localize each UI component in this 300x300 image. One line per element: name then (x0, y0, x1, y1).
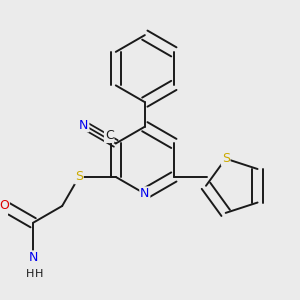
Text: O: O (0, 200, 9, 212)
Text: H: H (35, 269, 44, 279)
Text: N: N (140, 187, 149, 200)
Text: N: N (28, 251, 38, 264)
Text: S: S (75, 170, 83, 184)
Text: H: H (26, 269, 34, 279)
Text: N: N (79, 118, 88, 131)
Text: S: S (222, 152, 230, 165)
Text: C: C (105, 129, 113, 142)
